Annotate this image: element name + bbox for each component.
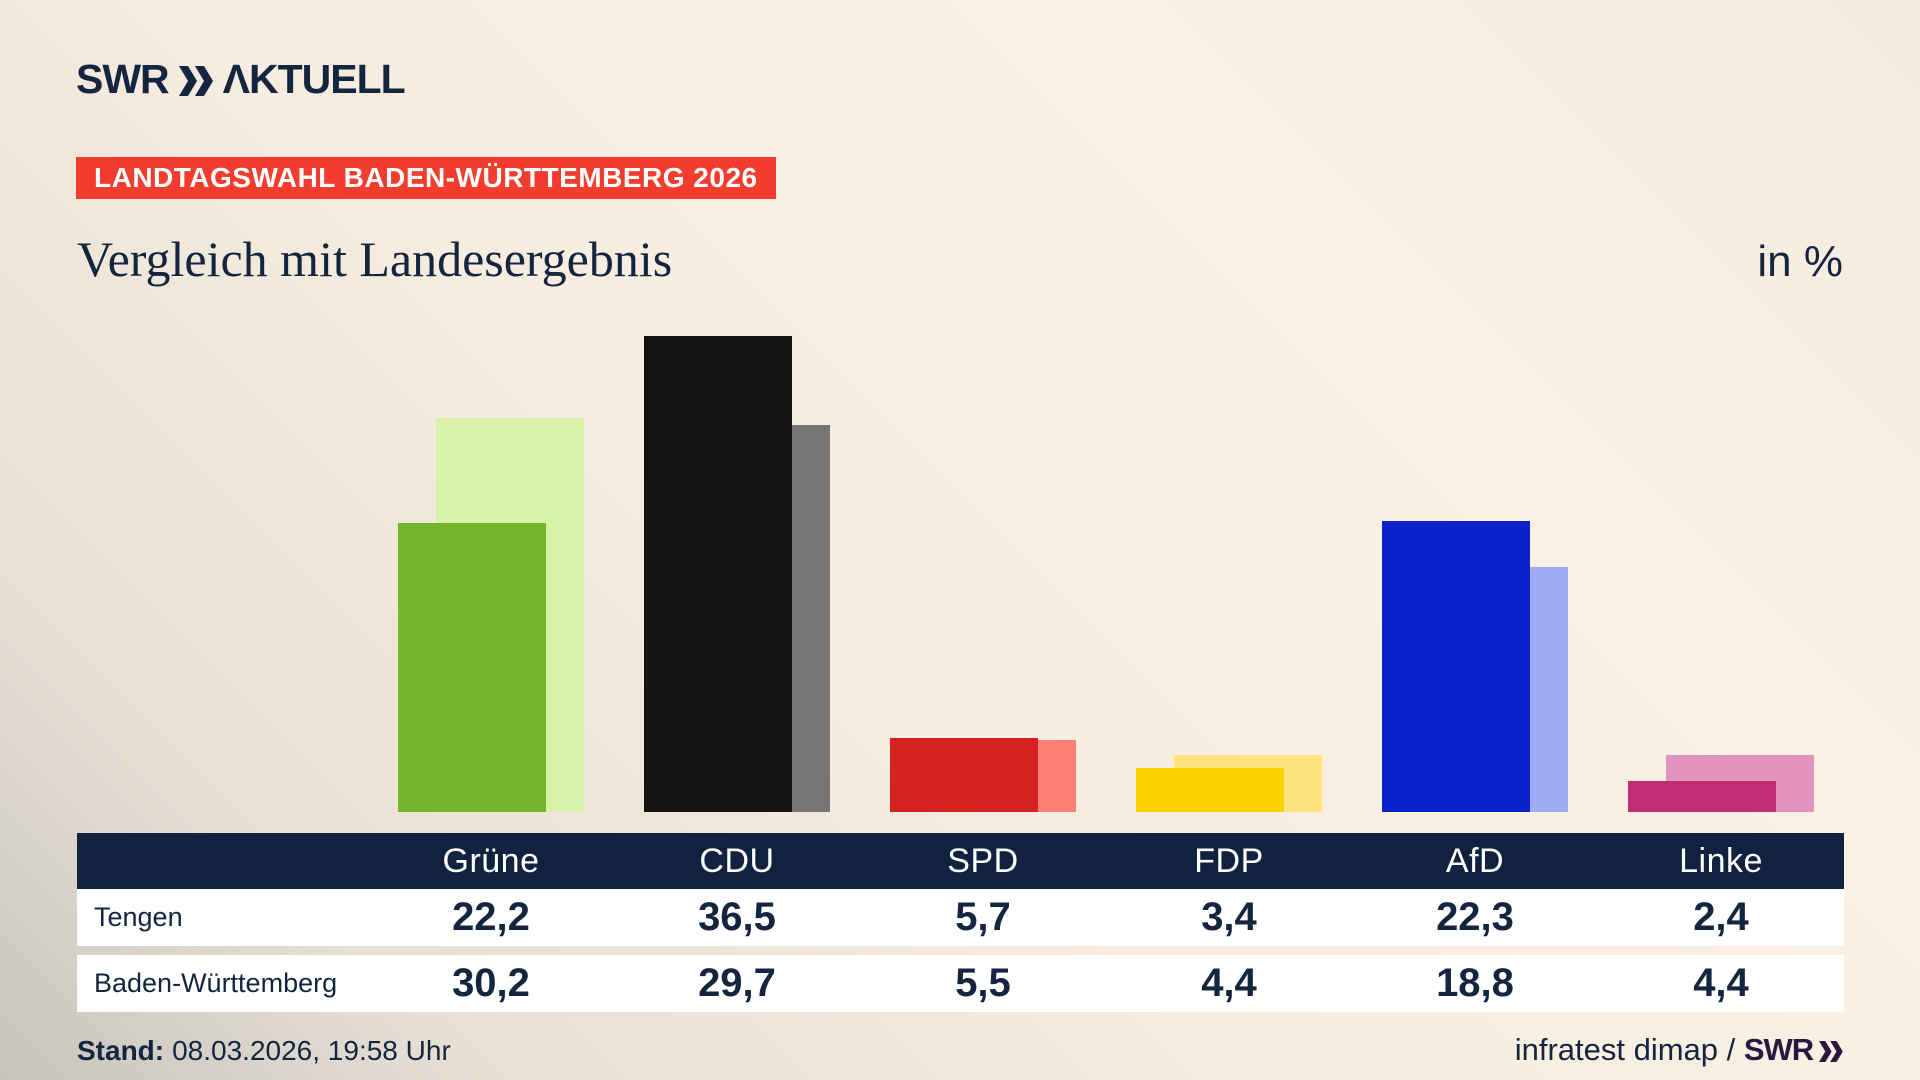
table-row-baden-wuerttemberg: Baden-Württemberg 30,2 29,7 5,5 4,4 18,8 4,4 bbox=[77, 955, 1844, 1012]
table-header-row: Grüne CDU SPD FDP AfD Linke bbox=[77, 833, 1844, 889]
stand-value: 08.03.2026, 19:58 Uhr bbox=[172, 1035, 451, 1066]
logo-swr-text: SWR bbox=[76, 56, 170, 102]
bar-main-cdu bbox=[644, 336, 792, 812]
unit-label: in % bbox=[1757, 237, 1843, 286]
logo-double-chevron-icon bbox=[178, 65, 213, 96]
value-gruene: 22,2 bbox=[452, 895, 530, 939]
value-afd: 22,3 bbox=[1436, 895, 1514, 939]
value-linke: 2,4 bbox=[1693, 895, 1749, 939]
value-fdp: 3,4 bbox=[1201, 895, 1257, 939]
swr-small-double-chevron-icon bbox=[1819, 1041, 1843, 1062]
logo-aktuell-text: ΛKTUELL bbox=[222, 56, 406, 102]
party-header-cdu: CDU bbox=[699, 841, 775, 880]
title-row: Vergleich mit Landesergebnis in % bbox=[77, 230, 1843, 288]
bar-chart bbox=[398, 336, 1814, 812]
value-afd: 18,8 bbox=[1436, 961, 1514, 1005]
swr-logo-small-text: SWR bbox=[1743, 1032, 1814, 1067]
party-header-linke: Linke bbox=[1679, 841, 1763, 880]
party-header-afd: AfD bbox=[1445, 841, 1505, 880]
value-fdp: 4,4 bbox=[1201, 961, 1257, 1005]
bar-main-gruene bbox=[398, 522, 546, 812]
stand-label: Stand: bbox=[77, 1035, 165, 1066]
bar-main-linke bbox=[1628, 780, 1776, 812]
value-cdu: 29,7 bbox=[698, 961, 776, 1005]
party-header-spd: SPD bbox=[947, 841, 1019, 880]
table-header-spacer bbox=[77, 833, 368, 889]
party-header-fdp: FDP bbox=[1194, 841, 1264, 880]
row-label: Tengen bbox=[94, 902, 183, 932]
bar-main-afd bbox=[1382, 521, 1530, 812]
row-label: Baden-Württemberg bbox=[94, 968, 338, 998]
source-text: infratest dimap / bbox=[1514, 1032, 1744, 1067]
table-row-tengen: Tengen 22,2 36,5 5,7 3,4 22,3 2,4 bbox=[77, 889, 1844, 946]
results-table: Grüne CDU SPD FDP AfD Linke Tengen 22,2 36,5 5,7 3… bbox=[77, 833, 1844, 1012]
stand-timestamp: Stand: 08.03.2026, 19:58 Uhr bbox=[77, 1035, 451, 1067]
bar-main-fdp bbox=[1136, 767, 1284, 812]
value-linke: 4,4 bbox=[1693, 961, 1749, 1005]
value-spd: 5,5 bbox=[955, 961, 1011, 1005]
election-badge: LANDTAGSWAHL BADEN-WÜRTTEMBERG 2026 bbox=[76, 157, 776, 199]
value-spd: 5,7 bbox=[955, 895, 1011, 939]
source-credit: infratest dimap / SWR bbox=[1515, 1032, 1843, 1068]
chart-title: Vergleich mit Landesergebnis bbox=[77, 231, 673, 287]
swr-aktuell-logo: SWR ΛKTUELL bbox=[76, 56, 406, 103]
value-gruene: 30,2 bbox=[452, 961, 530, 1005]
swr-logo-small: SWR bbox=[1744, 1032, 1843, 1068]
party-header-gruene: Grüne bbox=[442, 841, 540, 880]
bar-main-spd bbox=[890, 737, 1038, 812]
footer: Stand: 08.03.2026, 19:58 Uhr infratest di… bbox=[77, 1032, 1843, 1068]
value-cdu: 36,5 bbox=[698, 895, 776, 939]
